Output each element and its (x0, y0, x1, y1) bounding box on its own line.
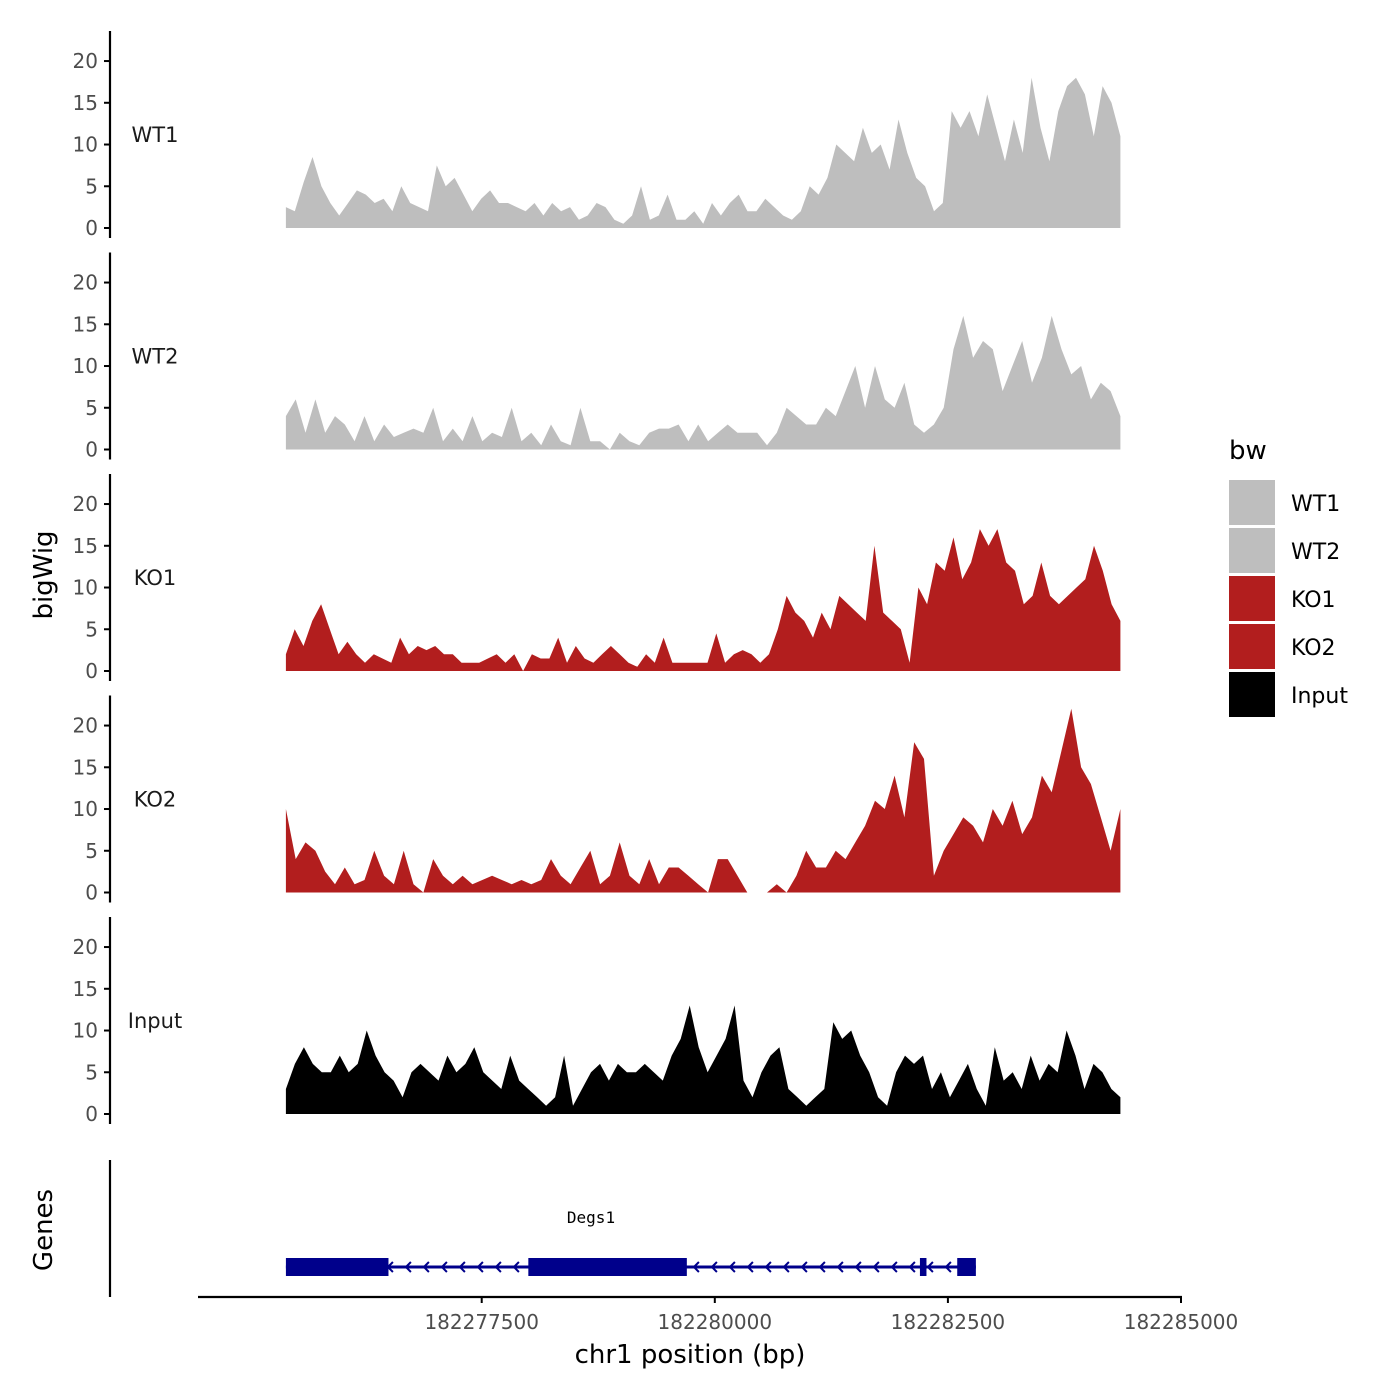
track-label-wt2: WT2 (132, 345, 179, 369)
y-tick-label: 15 (73, 312, 98, 336)
strand-arrow (746, 1261, 754, 1273)
x-tick-label: 182282500 (891, 1310, 1006, 1334)
strand-arrow (440, 1261, 448, 1273)
legend-swatch (1229, 624, 1275, 669)
legend-item-ko2: KO2 (1229, 624, 1336, 669)
y-tick-label: 20 (73, 492, 98, 516)
gene-exon (919, 1258, 927, 1276)
y-tick-label: 5 (85, 839, 98, 863)
strand-arrow (494, 1261, 502, 1273)
y-tick-label: 15 (73, 91, 98, 115)
y-tick-label: 20 (73, 271, 98, 295)
legend-swatch (1229, 480, 1275, 525)
x-axis: 182277500 182280000 182282500 182285000 (198, 1295, 1239, 1334)
legend-label: KO1 (1291, 588, 1336, 613)
track-label-input: Input (128, 1009, 182, 1033)
legend-label: WT2 (1291, 540, 1340, 565)
signal-area-wt1 (285, 77, 1121, 228)
strand-arrow (818, 1261, 826, 1273)
genes-axis-title: Genes (29, 1189, 59, 1271)
legend-title: bw (1229, 436, 1267, 466)
legend-item-ko1: KO1 (1229, 576, 1336, 621)
x-axis-title: chr1 position (bp) (575, 1340, 806, 1370)
y-tick-label: 0 (85, 881, 98, 905)
track-ko2: 0 5 10 15 20 KO2 (73, 695, 1121, 905)
strand-arrow (476, 1261, 484, 1273)
y-tick-label: 20 (73, 49, 98, 73)
strand-arrow (422, 1261, 430, 1273)
gene-name-label: Degs1 (567, 1208, 615, 1227)
strand-arrow (692, 1261, 700, 1273)
strand-arrow (782, 1261, 790, 1273)
strand-arrow (926, 1261, 934, 1273)
legend: bw WT1 WT2 KO1 KO2 Input (1229, 436, 1348, 717)
y-tick-label: 10 (73, 354, 98, 378)
legend-item-wt2: WT2 (1229, 528, 1340, 573)
y-tick-label: 5 (85, 617, 98, 641)
y-tick-label: 20 (73, 714, 98, 738)
strand-arrow (854, 1261, 862, 1273)
y-tick-label: 10 (73, 133, 98, 157)
y-axis-title: bigWig (29, 530, 59, 619)
y-tick-label: 20 (73, 935, 98, 959)
legend-label: KO2 (1291, 636, 1336, 661)
strand-arrow (944, 1261, 952, 1273)
track-label-ko1: KO1 (134, 566, 177, 590)
y-tick-label: 10 (73, 576, 98, 600)
y-tick-label: 0 (85, 438, 98, 462)
legend-label: Input (1291, 684, 1348, 709)
legend-swatch (1229, 528, 1275, 573)
strand-arrow (458, 1261, 466, 1273)
y-tick-label: 5 (85, 396, 98, 420)
y-tick-label: 5 (85, 174, 98, 198)
gene-track: Degs1 (108, 1160, 976, 1297)
y-tick-label: 15 (73, 755, 98, 779)
signal-area-ko2 (285, 708, 1121, 893)
gene-exon (957, 1258, 976, 1276)
legend-swatch (1229, 672, 1275, 717)
track-input: 0 5 10 15 20 Input (73, 917, 1121, 1126)
y-tick-label: 5 (85, 1060, 98, 1084)
strand-arrow (890, 1261, 898, 1273)
track-ko1: 0 5 10 15 20 KO1 (73, 474, 1121, 683)
legend-swatch (1229, 576, 1275, 621)
strand-arrow (872, 1261, 880, 1273)
gene-exon (285, 1258, 389, 1276)
signal-area-input (285, 1005, 1121, 1114)
y-tick-label: 10 (73, 797, 98, 821)
y-tick-label: 15 (73, 534, 98, 558)
signal-area-ko1 (285, 529, 1121, 671)
x-tick-label: 182277500 (424, 1310, 539, 1334)
track-label-wt1: WT1 (132, 123, 179, 147)
strand-arrow (836, 1261, 844, 1273)
signal-area-wt2 (285, 315, 1121, 450)
legend-item-wt1: WT1 (1229, 480, 1340, 525)
strand-arrow (764, 1261, 772, 1273)
track-wt1: 0 5 10 15 20 WT1 (73, 31, 1121, 240)
gene-exon (528, 1258, 687, 1276)
y-tick-label: 0 (85, 1102, 98, 1126)
legend-label: WT1 (1291, 492, 1340, 517)
track-label-ko2: KO2 (134, 788, 177, 812)
y-tick-label: 15 (73, 977, 98, 1001)
strand-arrow (908, 1261, 916, 1273)
y-tick-label: 10 (73, 1019, 98, 1043)
x-tick-label: 182280000 (658, 1310, 773, 1334)
signal-tracks: 0 5 10 15 20 WT1 0 5 10 15 20 WT2 0 5 10 15 20 KO1 0 5 10 15 2… (73, 31, 1121, 1126)
track-wt2: 0 5 10 15 20 WT2 (73, 252, 1121, 462)
strand-arrow (512, 1261, 520, 1273)
y-tick-label: 0 (85, 659, 98, 683)
strand-arrow (800, 1261, 808, 1273)
legend-item-input: Input (1229, 672, 1348, 717)
y-tick-label: 0 (85, 216, 98, 240)
strand-arrow (710, 1261, 718, 1273)
strand-arrow (404, 1261, 412, 1273)
x-tick-label: 182285000 (1124, 1310, 1239, 1334)
strand-arrow (728, 1261, 736, 1273)
